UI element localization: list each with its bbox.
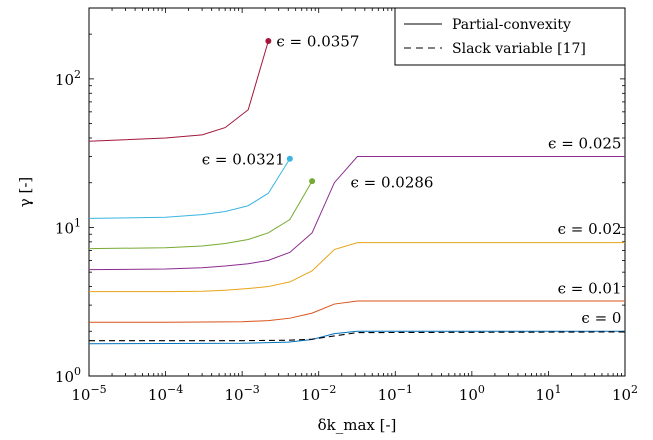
y-tick-label: 100 (55, 365, 81, 386)
series-end-marker (286, 155, 293, 162)
x-axis-title: δk_max [-] (318, 416, 397, 434)
legend-label: Slack variable [17] (452, 41, 586, 57)
epsilon-annotation: ϵ = 0.01 (558, 279, 622, 297)
epsilon-annotation: ϵ = 0.0286 (350, 174, 433, 192)
epsilon-annotation: ϵ = 0.0357 (276, 33, 359, 51)
annotations: ϵ = 0.0357 ϵ = 0.0321 ϵ = 0.0286 ϵ = 0.025 ϵ… (202, 33, 622, 327)
series-line (89, 242, 625, 293)
legend: Partial-convexity Slack variable [17] (394, 7, 626, 66)
series-line (89, 180, 313, 250)
series-line (89, 156, 625, 271)
legend-label: Partial-convexity (452, 17, 571, 33)
series-end-marker (309, 178, 316, 185)
x-tick-label: 102 (612, 383, 638, 404)
epsilon-annotation: ϵ = 0.0321 (202, 151, 285, 169)
x-tick-label: 10−1 (378, 383, 413, 404)
x-tick-label: 101 (535, 383, 561, 404)
plot-frame (88, 7, 626, 377)
x-tick-label: 10−3 (224, 383, 259, 404)
plot-layer (88, 7, 626, 377)
axis-titles: δk_max [-] γ [-] (16, 177, 396, 434)
epsilon-annotation: ϵ = 0.02 (558, 220, 622, 238)
legend-box (394, 7, 626, 66)
x-tick-label: 10−4 (148, 383, 183, 404)
series-line (89, 158, 291, 219)
y-axis-title: γ [-] (16, 177, 34, 208)
y-tick-label: 102 (55, 68, 81, 89)
series-line (89, 330, 625, 345)
epsilon-annotation: ϵ = 0 (581, 309, 621, 327)
y-tick-label: 101 (55, 216, 81, 237)
series-layer (89, 37, 625, 345)
series-line (89, 300, 625, 323)
x-tick-label: 10−5 (71, 383, 106, 404)
ticks-layer: 10−5 10−4 10−3 10−2 10−1 100 101 102 100 101 102 (55, 7, 638, 404)
x-tick-label: 100 (459, 383, 485, 404)
x-tick-label: 10−2 (301, 383, 336, 404)
series-end-marker (265, 37, 272, 44)
epsilon-annotation: ϵ = 0.025 (548, 134, 621, 152)
series-line (89, 40, 269, 142)
series-line-slack-variable (89, 331, 625, 342)
